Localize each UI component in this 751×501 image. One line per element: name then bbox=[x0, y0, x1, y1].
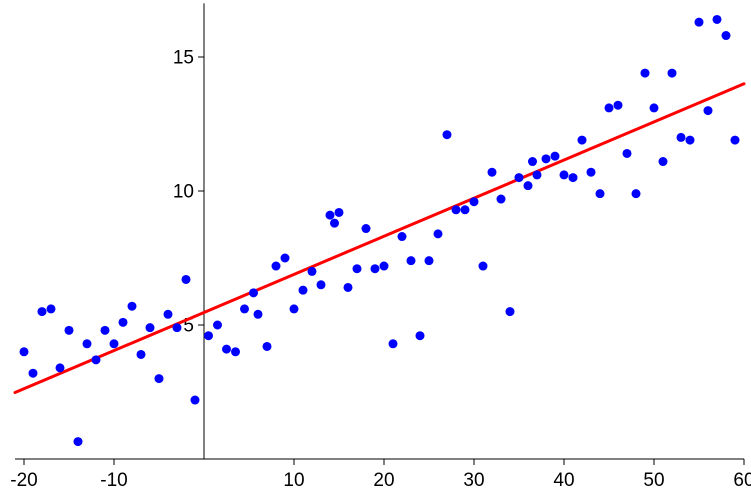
data-point bbox=[524, 181, 533, 190]
data-point bbox=[326, 211, 335, 220]
x-tick-label: 60 bbox=[733, 470, 751, 491]
data-point bbox=[596, 189, 605, 198]
data-point bbox=[290, 304, 299, 313]
data-point bbox=[137, 350, 146, 359]
data-point bbox=[528, 157, 537, 166]
data-point bbox=[213, 321, 222, 330]
data-point bbox=[731, 136, 740, 145]
data-point bbox=[533, 170, 542, 179]
data-point bbox=[65, 326, 74, 335]
data-point bbox=[83, 339, 92, 348]
data-point bbox=[222, 345, 231, 354]
data-point bbox=[452, 205, 461, 214]
data-point bbox=[551, 152, 560, 161]
data-point bbox=[308, 267, 317, 276]
data-point bbox=[560, 170, 569, 179]
data-point bbox=[56, 363, 65, 372]
data-point bbox=[416, 331, 425, 340]
data-point bbox=[299, 286, 308, 295]
data-point bbox=[281, 254, 290, 263]
x-tick-label: 40 bbox=[553, 470, 574, 491]
data-point bbox=[191, 396, 200, 405]
data-point bbox=[362, 224, 371, 233]
data-point bbox=[569, 173, 578, 182]
data-point bbox=[164, 310, 173, 319]
x-tick-label: -20 bbox=[10, 470, 37, 491]
data-point bbox=[497, 195, 506, 204]
data-point bbox=[330, 219, 339, 228]
data-point bbox=[632, 189, 641, 198]
data-point bbox=[677, 133, 686, 142]
data-point bbox=[470, 197, 479, 206]
data-point bbox=[614, 101, 623, 110]
data-point bbox=[659, 157, 668, 166]
data-point bbox=[20, 347, 29, 356]
data-point bbox=[101, 326, 110, 335]
x-tick-label: 20 bbox=[373, 470, 394, 491]
data-point bbox=[722, 31, 731, 40]
data-point bbox=[254, 310, 263, 319]
data-point bbox=[74, 437, 83, 446]
data-point bbox=[353, 264, 362, 273]
data-point bbox=[578, 136, 587, 145]
data-point bbox=[695, 18, 704, 27]
data-point bbox=[240, 304, 249, 313]
data-point bbox=[407, 256, 416, 265]
data-point bbox=[587, 168, 596, 177]
data-point bbox=[479, 262, 488, 271]
data-point bbox=[110, 339, 119, 348]
scatter-chart: -20-1010203040506051015 bbox=[0, 0, 751, 501]
data-point bbox=[231, 347, 240, 356]
data-point bbox=[461, 205, 470, 214]
data-point bbox=[434, 229, 443, 238]
data-point bbox=[650, 103, 659, 112]
data-point bbox=[641, 69, 650, 78]
data-point bbox=[204, 331, 213, 340]
data-point bbox=[443, 130, 452, 139]
data-point bbox=[335, 208, 344, 217]
data-point bbox=[713, 15, 722, 24]
data-point bbox=[272, 262, 281, 271]
data-point bbox=[704, 106, 713, 115]
data-point bbox=[623, 149, 632, 158]
data-point bbox=[155, 374, 164, 383]
y-tick-label: 10 bbox=[173, 182, 194, 203]
data-point bbox=[249, 288, 258, 297]
data-point bbox=[398, 232, 407, 241]
data-point bbox=[92, 355, 101, 364]
data-point bbox=[389, 339, 398, 348]
data-point bbox=[173, 323, 182, 332]
data-point bbox=[668, 69, 677, 78]
data-point bbox=[344, 283, 353, 292]
data-point bbox=[488, 168, 497, 177]
data-point bbox=[605, 103, 614, 112]
x-tick-label: -10 bbox=[100, 470, 127, 491]
data-point bbox=[128, 302, 137, 311]
data-point bbox=[542, 154, 551, 163]
data-point bbox=[425, 256, 434, 265]
data-point bbox=[686, 136, 695, 145]
data-point bbox=[182, 275, 191, 284]
y-tick-label: 15 bbox=[173, 48, 194, 69]
data-point bbox=[317, 280, 326, 289]
data-point bbox=[380, 262, 389, 271]
data-point bbox=[506, 307, 515, 316]
x-tick-label: 30 bbox=[463, 470, 484, 491]
data-point bbox=[263, 342, 272, 351]
data-point bbox=[146, 323, 155, 332]
data-point bbox=[515, 173, 524, 182]
data-point bbox=[29, 369, 38, 378]
data-point bbox=[47, 304, 56, 313]
x-tick-label: 10 bbox=[283, 470, 304, 491]
data-point bbox=[38, 307, 47, 316]
data-point bbox=[371, 264, 380, 273]
x-tick-label: 50 bbox=[643, 470, 664, 491]
data-point bbox=[119, 318, 128, 327]
